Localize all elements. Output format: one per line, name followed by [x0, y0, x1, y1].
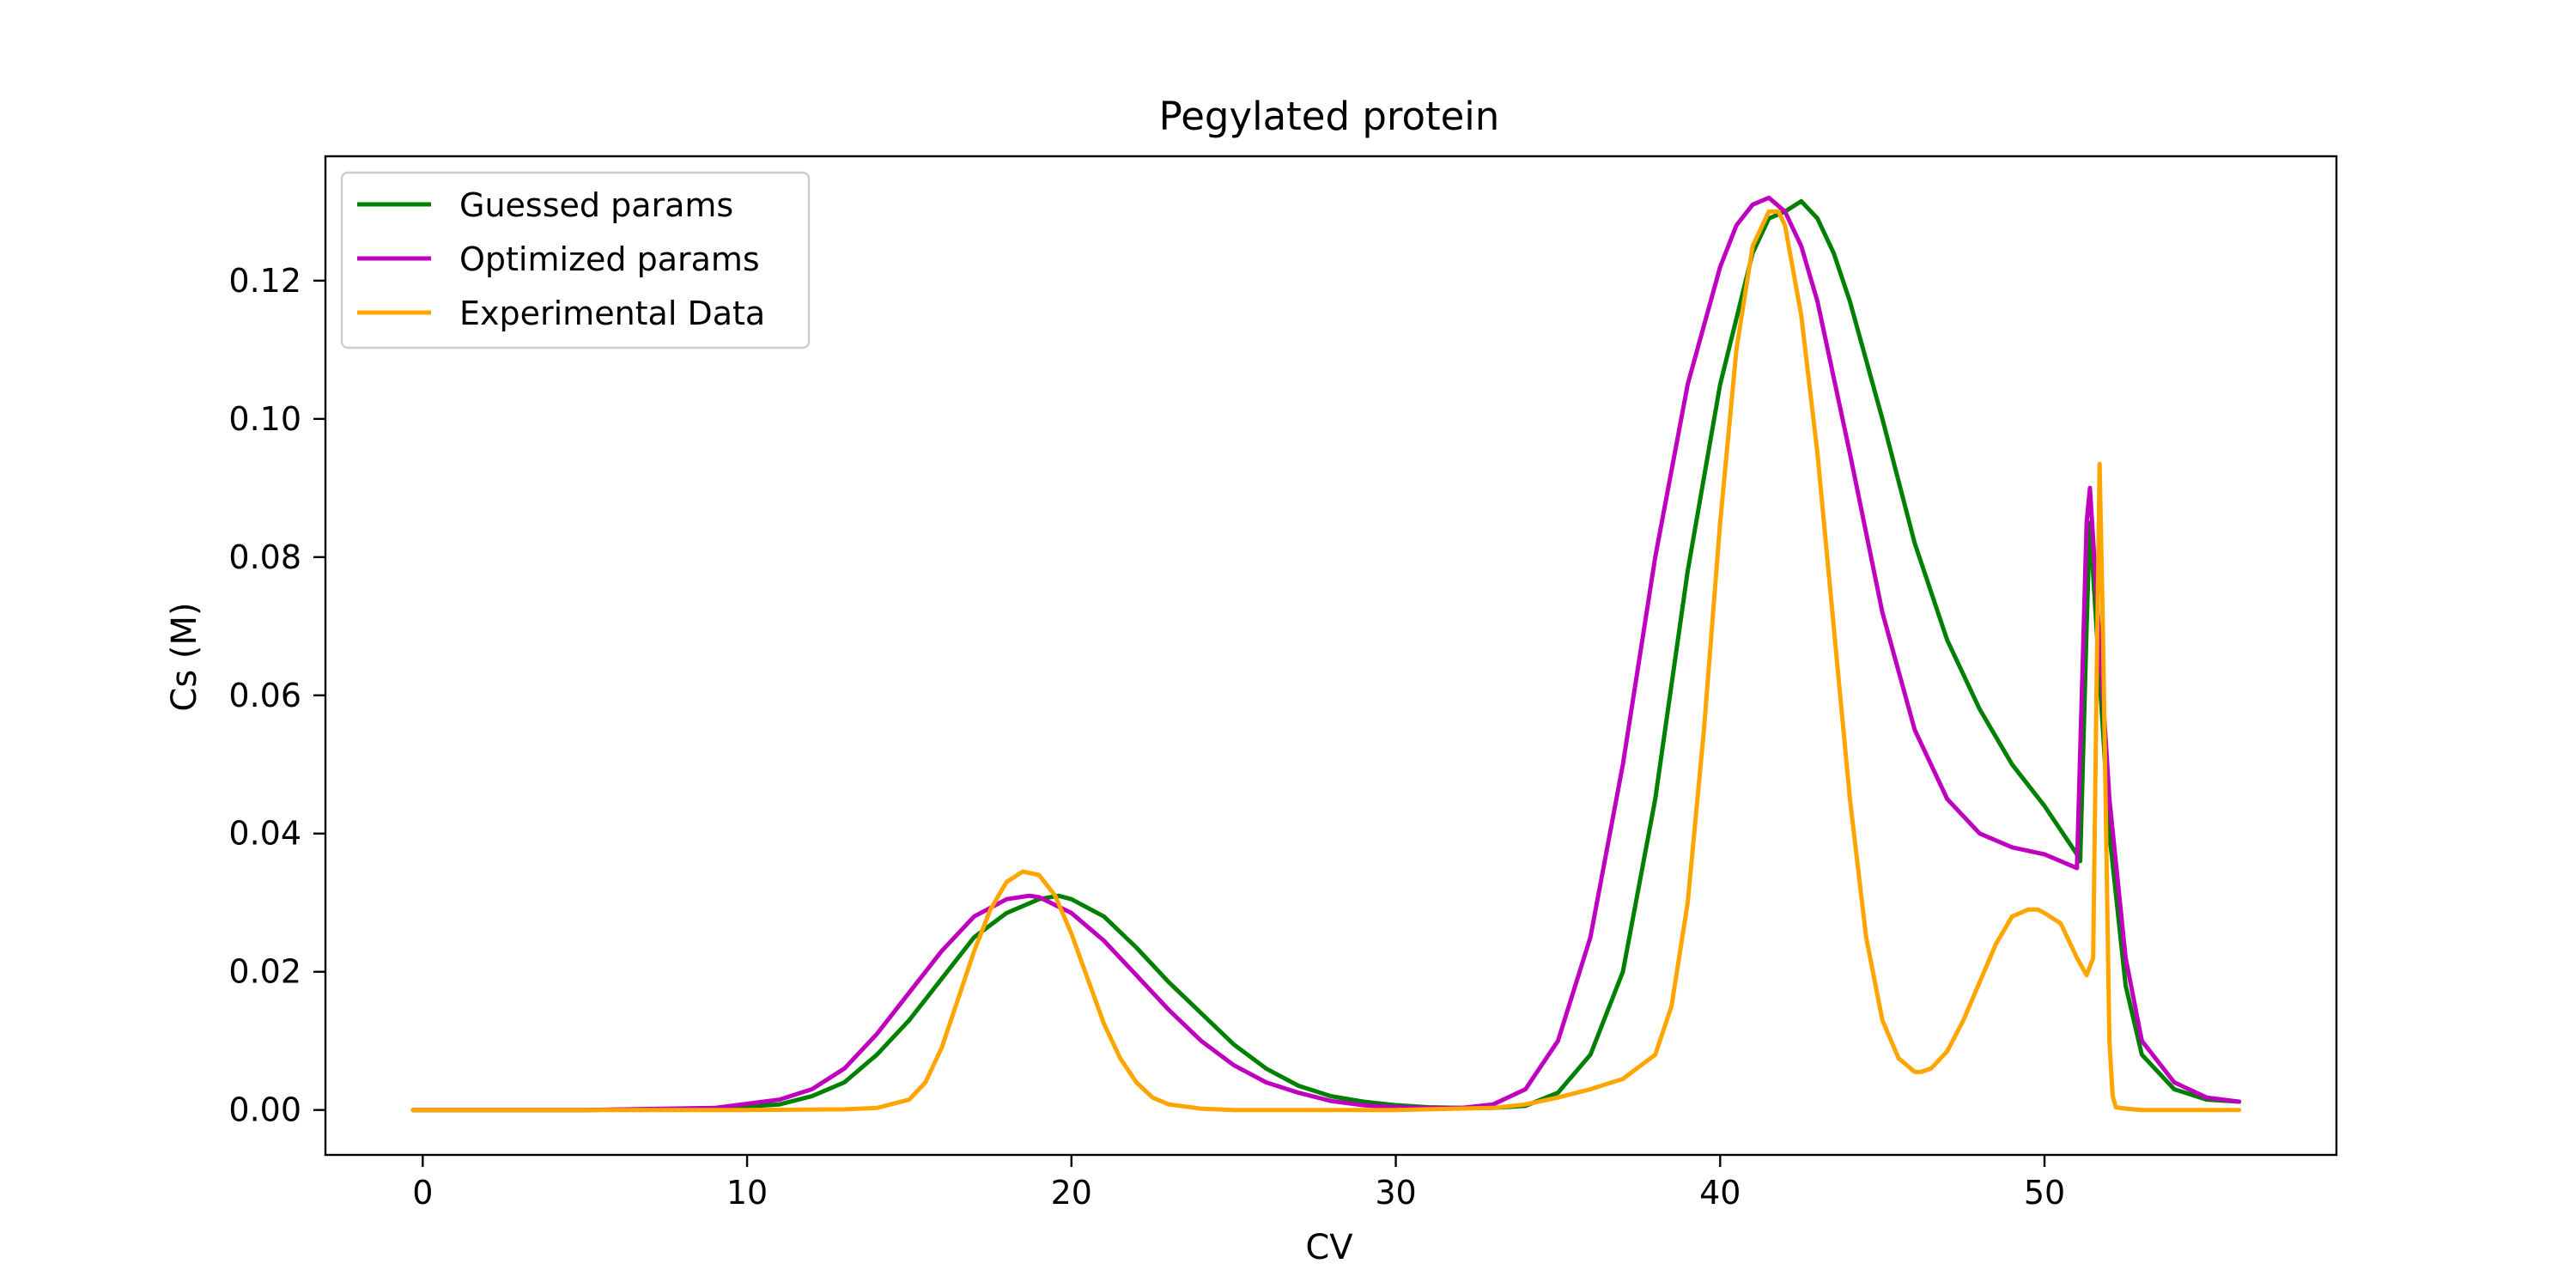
axes-frame [324, 155, 2338, 1157]
y-tick-label: 0.06 [228, 677, 301, 714]
y-tick-label: 0.10 [228, 400, 301, 438]
legend-label-2: Experimental Data [459, 295, 765, 332]
x-tick-label: 50 [2024, 1174, 2065, 1212]
legend-box [340, 171, 811, 349]
x-tick-label: 20 [1051, 1174, 1092, 1212]
y-tick-label: 0.00 [228, 1091, 301, 1129]
x-axis-label: CV [1305, 1228, 1353, 1267]
x-tick-label: 30 [1375, 1174, 1416, 1212]
y-tick-label: 0.02 [228, 953, 301, 991]
x-tick-label: 40 [1699, 1174, 1741, 1212]
y-tick-label: 0.12 [228, 262, 301, 300]
legend-label-0: Guessed params [459, 186, 733, 224]
x-axis: 0 10 20 30 40 50 [412, 1155, 2065, 1212]
chart-title: Pegylated protein [1159, 94, 1500, 139]
series-line-2 [410, 209, 2242, 1113]
legend-label-1: Optimized params [459, 240, 760, 278]
y-tick-label: 0.08 [228, 538, 301, 576]
plot-area [410, 195, 2242, 1113]
y-axis-label: Cs (M) [165, 602, 204, 711]
legend: Guessed params Optimized params Experiment… [340, 171, 811, 349]
y-axis: 0.00 0.02 0.04 0.06 0.08 0.10 0.12 [228, 262, 325, 1129]
y-tick-label: 0.04 [228, 815, 301, 853]
x-tick-label: 0 [412, 1174, 433, 1212]
x-tick-label: 10 [726, 1174, 768, 1212]
